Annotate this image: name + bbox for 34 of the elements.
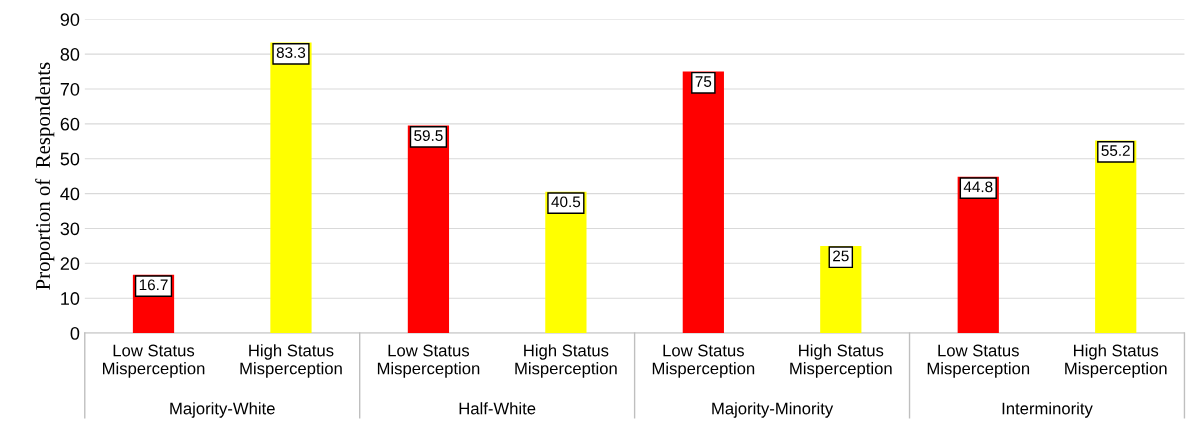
y-tick-label: 0: [70, 326, 80, 340]
bar: [407, 125, 450, 334]
y-tick-label: 70: [60, 82, 80, 96]
x-tick-label: High Status Misperception: [515, 344, 617, 378]
y-tick-label: 60: [60, 117, 80, 131]
x-tick-label: High Status Misperception: [790, 344, 892, 378]
x-tick-label: Low Status Misperception: [927, 344, 1030, 378]
data-label: 25: [833, 250, 849, 262]
y-tick-label: 50: [60, 152, 80, 166]
data-label: 44.8: [963, 181, 993, 193]
data-label: 16.7: [139, 279, 168, 291]
y-tick-label: 90: [60, 13, 80, 26]
data-label: 59.5: [414, 130, 443, 141]
data-label: 83.3: [276, 47, 306, 58]
y-tick-label: 80: [60, 48, 80, 61]
x-tick-label: High Status Misperception: [240, 344, 342, 378]
x-tick-label: High Status Misperception: [1065, 344, 1167, 378]
text: Majority-Minority: [712, 402, 834, 418]
x-tick-label: Low Status Misperception: [377, 344, 480, 378]
y-axis-title: Proportion of Respondents: [35, 62, 55, 290]
y-tick-label: 30: [60, 222, 80, 236]
data-label: 55.2: [1101, 145, 1130, 156]
y-tick-label: 10: [61, 292, 80, 305]
y-tick-label: 40: [60, 187, 80, 201]
bar: [270, 42, 312, 334]
data-label: 40.5: [551, 196, 581, 208]
text: Interminority: [1002, 402, 1093, 418]
text: Majority-White: [170, 402, 275, 418]
bar: [682, 71, 724, 334]
text: Half-White: [459, 402, 536, 415]
y-tick-label: 20: [60, 257, 80, 271]
x-tick-label: Low Status Misperception: [103, 344, 205, 378]
x-tick-label: Low Status Misperception: [652, 344, 755, 378]
data-label: 75: [695, 76, 712, 87]
